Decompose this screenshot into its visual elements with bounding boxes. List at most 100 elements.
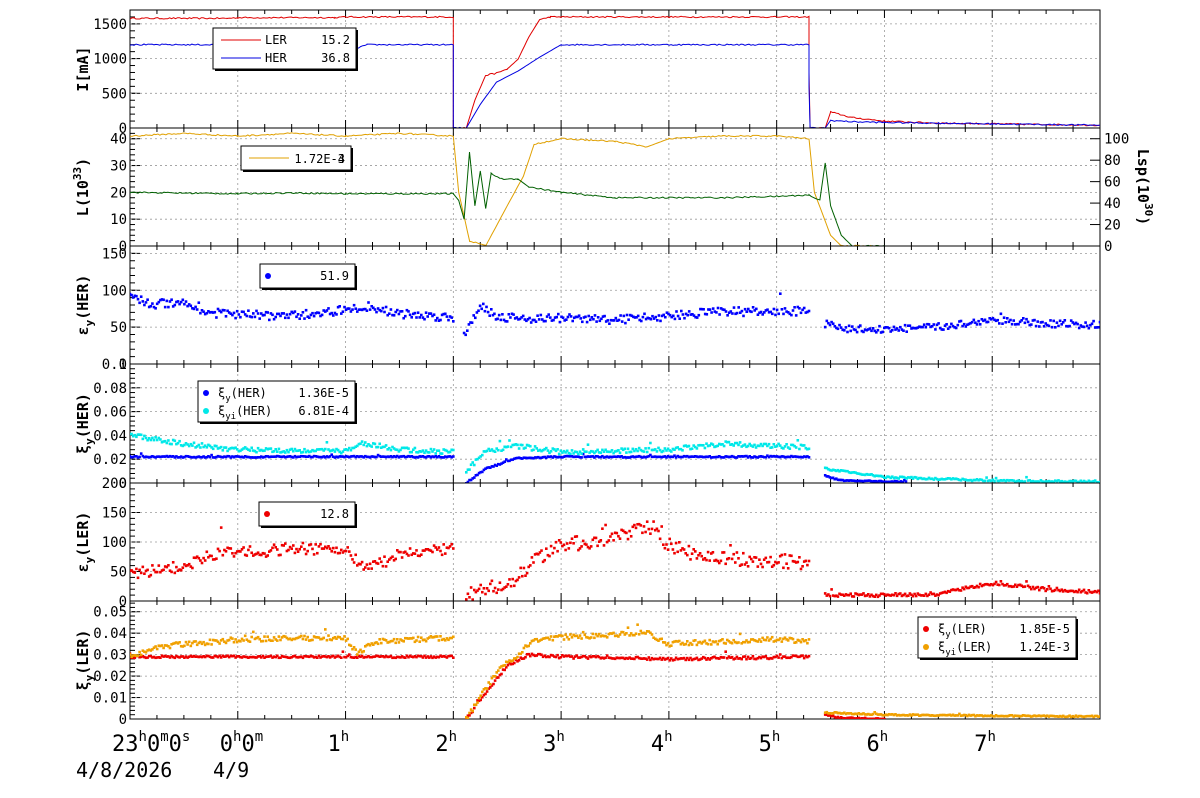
data-point: [705, 313, 709, 316]
data-point: [589, 449, 593, 453]
data-point: [532, 561, 535, 564]
data-point: [210, 446, 213, 449]
data-point: [634, 455, 638, 459]
data-point: [527, 444, 530, 447]
data-point: [844, 469, 848, 473]
data-point: [964, 325, 968, 328]
data-point: [938, 478, 942, 481]
data-point: [857, 712, 860, 715]
data-point: [277, 312, 281, 316]
data-point: [796, 655, 800, 659]
data-point: [652, 520, 655, 523]
data-point: [1010, 714, 1014, 717]
data-point: [131, 656, 135, 659]
data-point: [165, 644, 169, 647]
data-point: [892, 325, 896, 329]
data-point: [237, 655, 241, 658]
data-point: [165, 299, 169, 303]
data-point: [854, 479, 857, 483]
data-point: [1065, 480, 1068, 483]
data-point: [753, 309, 756, 312]
data-point: [234, 551, 237, 555]
data-point: [746, 444, 750, 448]
data-point: [513, 584, 516, 588]
data-point: [394, 310, 397, 314]
data-point: [384, 444, 388, 447]
data-point: [953, 588, 956, 592]
data-point: [786, 639, 790, 642]
data-point: [368, 308, 372, 311]
data-point: [681, 449, 684, 452]
data-point: [429, 549, 433, 552]
data-point: [344, 639, 348, 642]
data-point: [168, 454, 172, 458]
data-point: [838, 711, 841, 715]
data-point: [231, 637, 234, 640]
data-point: [373, 655, 377, 658]
data-point: [243, 455, 247, 458]
data-point: [1015, 479, 1019, 483]
data-point: [684, 552, 687, 555]
data-point: [1085, 324, 1089, 328]
data-point: [311, 655, 314, 658]
data-point: [279, 553, 282, 557]
data-point: [194, 456, 197, 459]
data-point: [1069, 479, 1073, 483]
data-point: [916, 713, 920, 716]
data-point: [626, 657, 630, 660]
data-point: [231, 313, 234, 317]
data-point: [1084, 715, 1087, 718]
data-point: [320, 637, 324, 641]
data-point: [660, 314, 664, 318]
data-point: [434, 656, 437, 659]
data-point: [159, 656, 162, 659]
data-point: [737, 455, 740, 458]
data-point: [426, 637, 429, 640]
data-point: [802, 306, 806, 310]
data-point: [290, 655, 293, 659]
data-point: [506, 445, 510, 448]
data-point: [698, 455, 702, 458]
data-point: [160, 654, 164, 657]
data-point: [714, 640, 718, 643]
data-point: [381, 445, 385, 449]
data-point: [287, 316, 290, 320]
data-point: [605, 654, 609, 657]
data-point: [607, 456, 611, 459]
data-point: [477, 697, 481, 700]
y-tick-label: 10: [110, 212, 127, 228]
data-point: [1017, 714, 1020, 718]
data-point: [359, 655, 362, 659]
data-point: [978, 582, 982, 586]
data-point: [847, 479, 851, 482]
data-point: [790, 443, 793, 447]
data-point: [437, 449, 441, 452]
data-point: [697, 554, 700, 557]
data-point: [534, 320, 538, 323]
data-point: [260, 640, 263, 643]
data-point: [192, 556, 196, 559]
data-point: [977, 714, 980, 717]
y-tick-label: 0.03: [93, 648, 127, 664]
data-point: [665, 657, 668, 661]
data-point: [658, 637, 662, 641]
data-point: [537, 449, 540, 452]
data-point: [627, 318, 630, 321]
data-point: [338, 455, 341, 458]
data-point: [1093, 589, 1097, 593]
data-point: [959, 319, 963, 323]
data-point: [487, 589, 490, 593]
data-point: [352, 656, 356, 659]
data-point: [877, 479, 881, 483]
data-point: [261, 654, 265, 658]
data-point: [317, 455, 321, 459]
data-point: [215, 455, 218, 459]
data-point: [375, 561, 378, 565]
data-point: [242, 639, 245, 642]
data-point: [173, 303, 177, 307]
data-point: [399, 455, 402, 458]
data-point: [718, 455, 721, 458]
data-point: [679, 657, 683, 660]
data-point: [1047, 715, 1051, 718]
data-point: [1004, 714, 1007, 718]
